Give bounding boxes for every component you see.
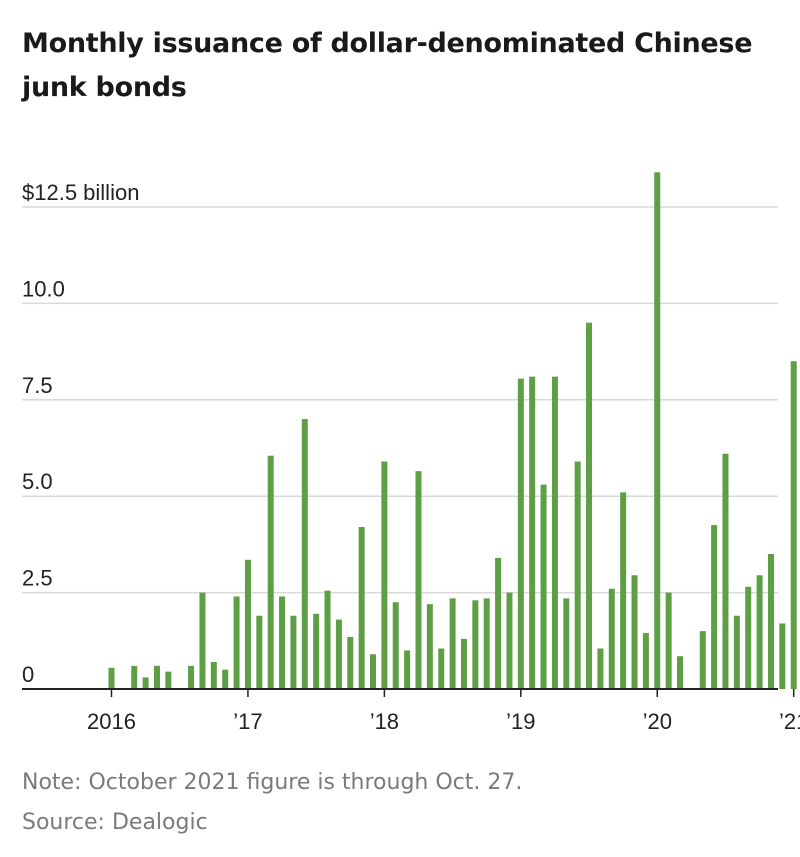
bar-2019-08 <box>597 648 604 689</box>
y-tick-label: $12.5 billion <box>22 180 139 205</box>
bar-2017-03 <box>267 455 274 689</box>
chart-note: Note: October 2021 figure is through Oct… <box>22 770 523 795</box>
bar-2017-07 <box>313 613 320 689</box>
bar-2020-02 <box>665 592 672 689</box>
bar-2016-06 <box>165 671 172 689</box>
bar-2020-09 <box>745 586 752 689</box>
bar-2019-03 <box>540 484 547 689</box>
bar-2018-08 <box>460 638 467 689</box>
bar-2017-09 <box>335 619 342 689</box>
bar-2016-04 <box>142 677 149 689</box>
bar-2017-11 <box>358 527 365 689</box>
bars <box>108 172 797 689</box>
bar-2018-02 <box>392 602 399 689</box>
chart-source: Source: Dealogic <box>22 810 208 835</box>
bar-2020-10 <box>756 575 763 689</box>
bar-2016-05 <box>153 665 160 689</box>
bar-2018-04 <box>415 471 422 689</box>
bar-2020-06 <box>711 525 718 689</box>
x-tick-label: ’18 <box>370 709 399 734</box>
bar-2018-03 <box>404 650 411 689</box>
bar-2019-02 <box>529 376 536 689</box>
bar-2021-01 <box>790 361 797 689</box>
chart-title: Monthly issuance of dollar-denominated C… <box>22 28 753 103</box>
bar-2019-12 <box>642 633 649 689</box>
y-tick-label: 2.5 <box>22 566 53 591</box>
bar-2020-11 <box>767 554 774 689</box>
bar-2018-06 <box>438 648 445 689</box>
bar-2019-07 <box>586 322 593 689</box>
bar-2019-05 <box>563 598 570 689</box>
bar-2020-05 <box>699 631 706 689</box>
gridlines <box>22 206 778 594</box>
bar-2018-11 <box>495 557 502 689</box>
y-tick-label: 5.0 <box>22 469 53 494</box>
bar-chart: $12.5 billion 10.0 7.5 5.0 2.5 0 2016 ’17 ’18 ’1… <box>22 172 800 734</box>
bar-2018-10 <box>483 598 490 689</box>
bar-2016-08 <box>188 665 195 689</box>
bar-2018-09 <box>472 600 479 689</box>
y-tick-label: 10.0 <box>22 276 65 301</box>
x-tick-label: 2016 <box>87 709 136 734</box>
bar-2019-01 <box>517 378 524 689</box>
bar-2020-12 <box>779 623 786 689</box>
bar-2018-05 <box>426 604 433 689</box>
bar-2017-06 <box>301 419 308 689</box>
bar-2018-07 <box>449 598 456 689</box>
x-tick-label: ’20 <box>643 709 672 734</box>
bar-2017-05 <box>290 615 297 689</box>
bar-2016-10 <box>210 662 217 689</box>
bar-2020-03 <box>677 656 683 689</box>
x-tick-label: ’21 <box>779 709 800 734</box>
x-tick-label: ’19 <box>506 709 535 734</box>
y-tick-label: 7.5 <box>22 373 53 398</box>
bar-2017-10 <box>347 636 354 689</box>
bar-2017-08 <box>324 590 331 689</box>
y-tick-label: 0 <box>22 662 34 687</box>
bar-2018-12 <box>506 592 513 689</box>
bar-2019-09 <box>608 588 615 689</box>
bar-2017-01 <box>244 559 251 689</box>
bar-2016-11 <box>222 669 229 689</box>
bar-2018-01 <box>381 461 388 689</box>
bar-2017-12 <box>370 654 377 689</box>
bar-2019-11 <box>631 575 638 689</box>
bar-2016-01 <box>108 667 115 689</box>
bar-2020-08 <box>733 615 740 689</box>
bar-2017-02 <box>256 615 263 689</box>
bar-2016-09 <box>199 592 206 689</box>
bar-2019-10 <box>620 492 627 689</box>
bar-2019-06 <box>574 461 581 689</box>
bar-2020-07 <box>722 453 729 689</box>
bar-2017-04 <box>279 596 286 689</box>
x-axis-ticks: 2016 ’17 ’18 ’19 ’20 ’21 <box>87 689 800 734</box>
x-tick-label: ’17 <box>233 709 262 734</box>
bar-2020-01 <box>654 172 661 689</box>
y-axis-labels: $12.5 billion 10.0 7.5 5.0 2.5 0 <box>22 180 139 687</box>
bar-2016-12 <box>233 596 240 689</box>
bar-2016-03 <box>131 665 138 689</box>
bar-2019-04 <box>551 376 558 689</box>
